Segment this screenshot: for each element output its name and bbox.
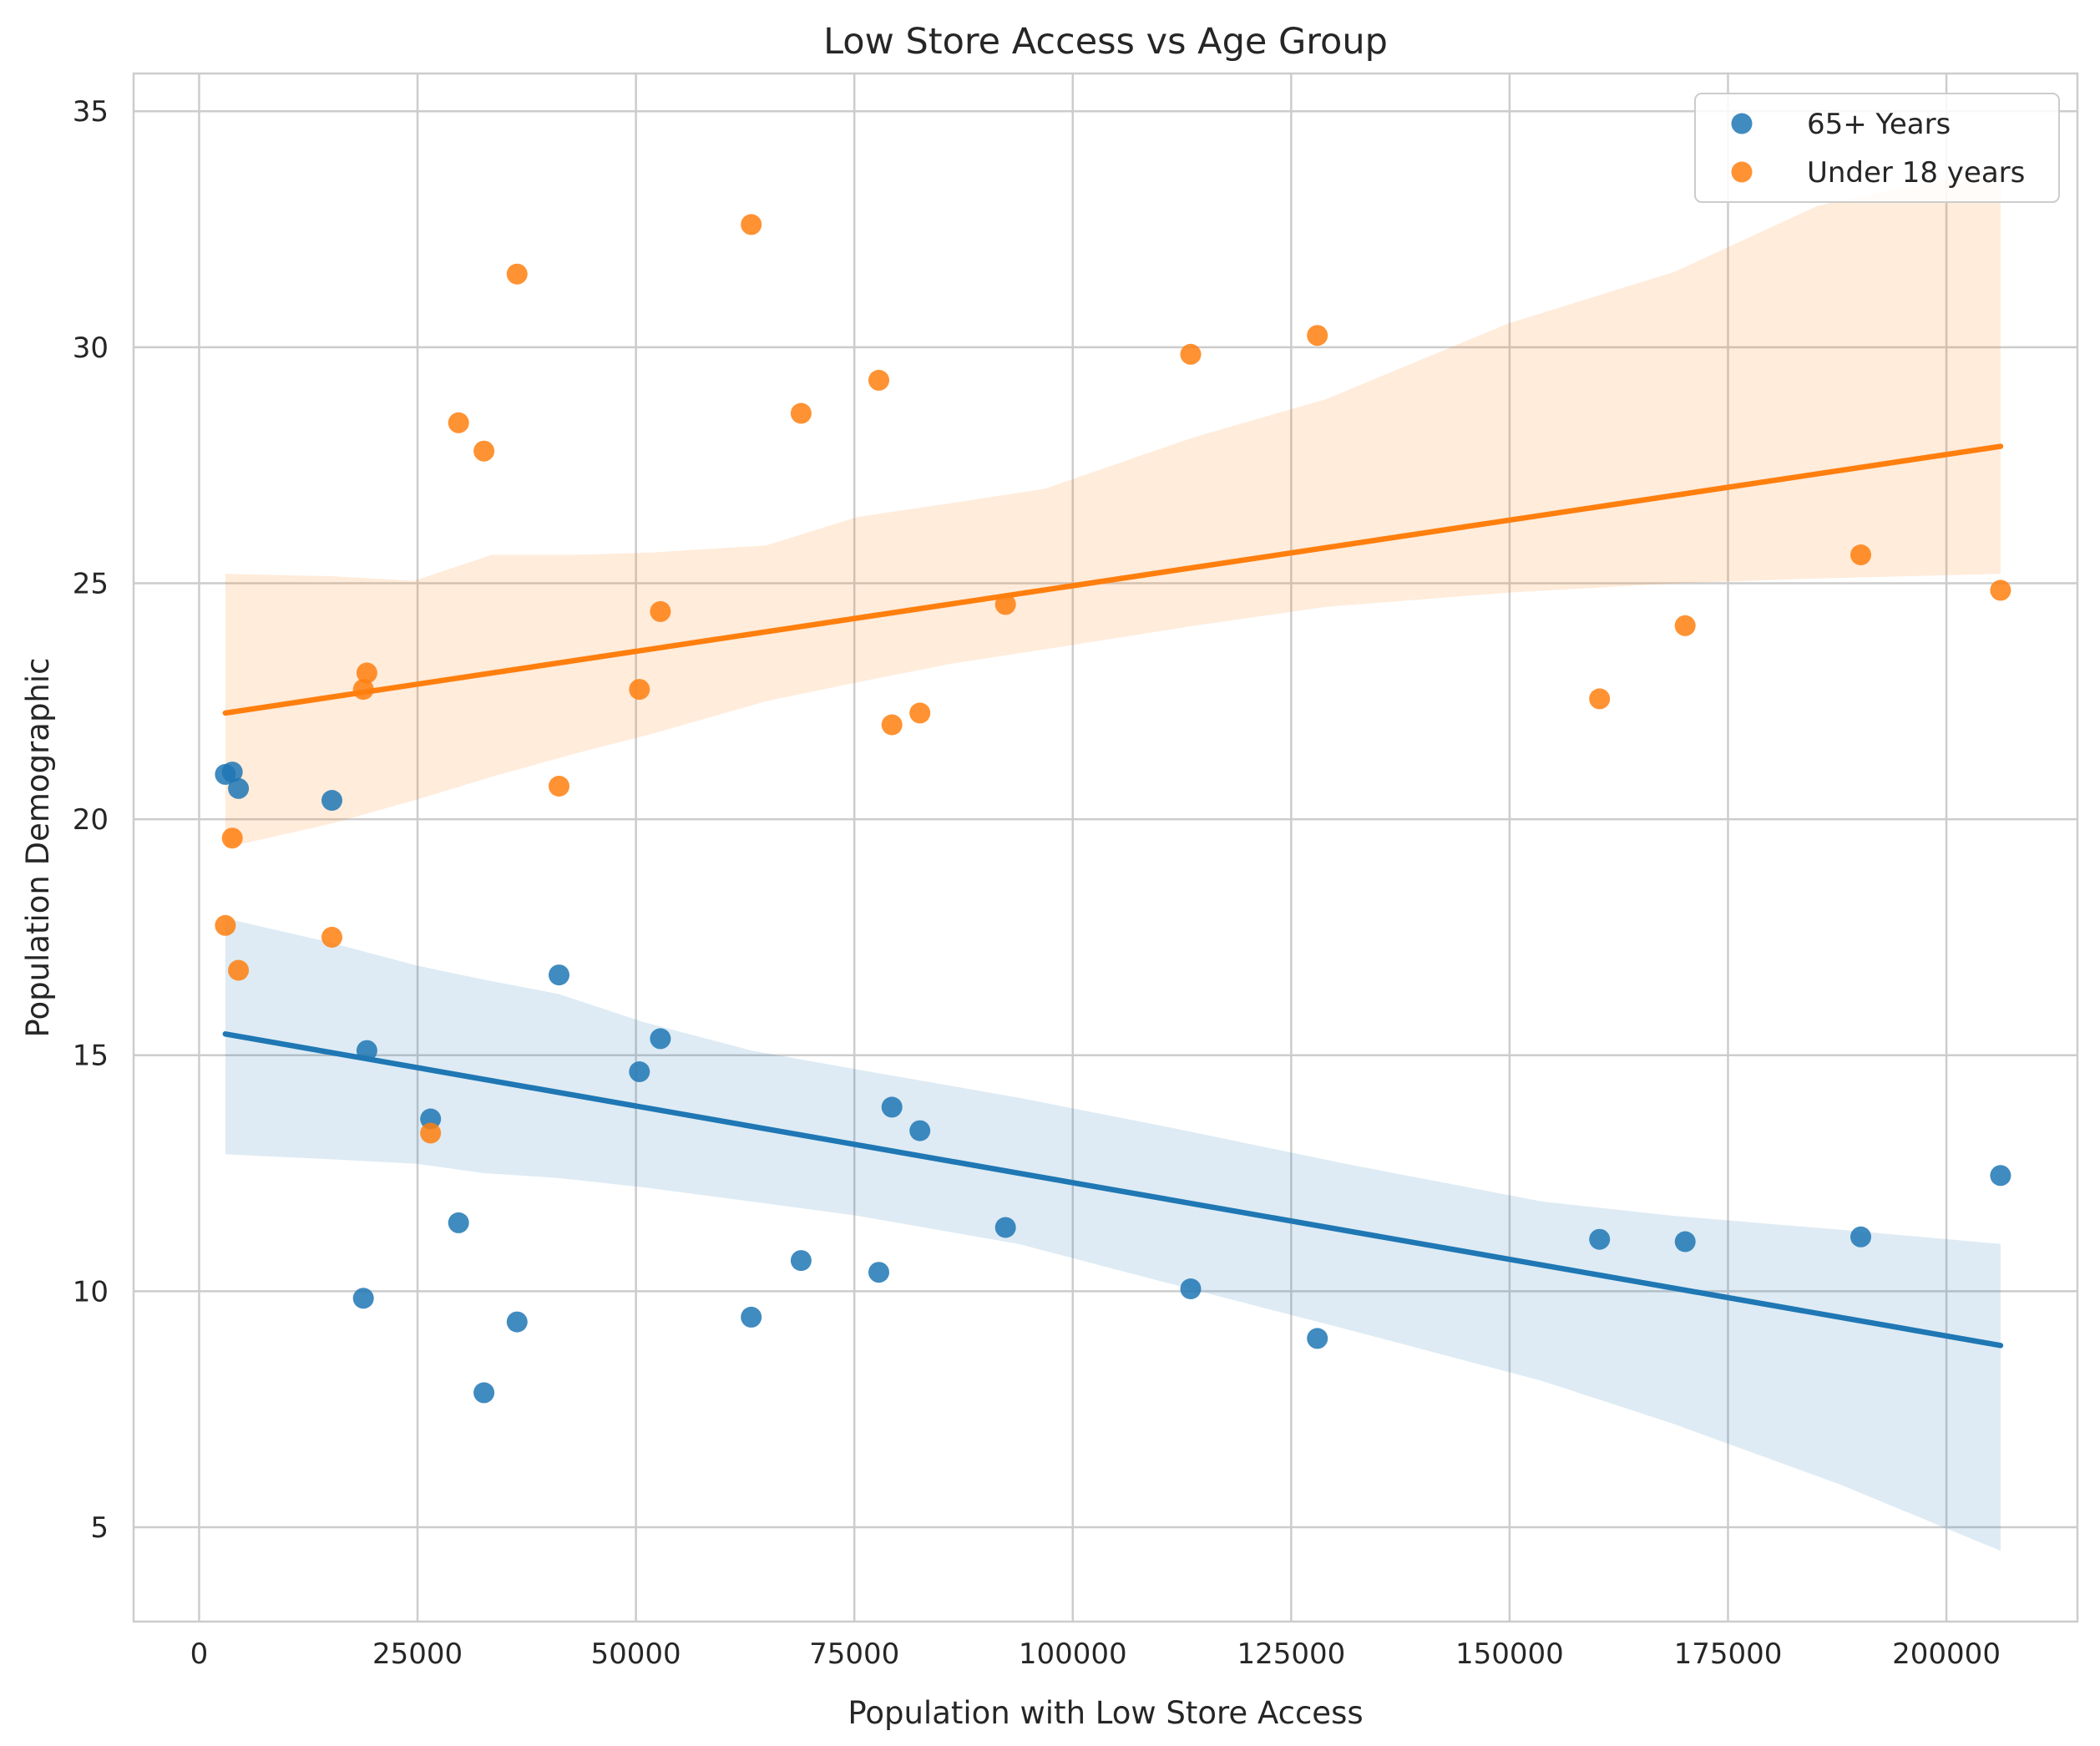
point-under-18-years <box>1674 615 1696 636</box>
point-65-years <box>221 762 243 783</box>
point-65-years <box>741 1306 762 1328</box>
y-tick-label: 25 <box>73 567 109 600</box>
y-axis-label: Population Demographic <box>20 657 56 1037</box>
point-65-years <box>1674 1231 1696 1253</box>
point-under-18-years <box>881 714 903 736</box>
legend-label-under-18-years: Under 18 years <box>1807 156 2025 190</box>
point-65-years <box>868 1262 889 1283</box>
point-under-18-years <box>741 214 762 235</box>
point-under-18-years <box>420 1122 442 1144</box>
point-65-years <box>1990 1165 2011 1187</box>
y-tick-labels: 5 10 15 20 25 30 35 <box>73 95 109 1545</box>
legend: 65+ Years Under 18 years <box>1694 93 2060 203</box>
point-under-18-years <box>549 776 569 797</box>
point-under-18-years <box>1307 325 1328 347</box>
x-tick-label: 100000 <box>1019 1637 1127 1671</box>
x-tick-label: 175000 <box>1674 1637 1783 1671</box>
point-under-18-years <box>473 440 495 462</box>
point-65-years <box>790 1250 812 1272</box>
confidence-band-65-years <box>225 918 2001 1551</box>
point-under-18-years <box>221 827 243 849</box>
point-65-years <box>352 1288 374 1309</box>
point-65-years <box>909 1120 931 1141</box>
regression-line-65-years <box>222 1031 2004 1349</box>
x-tick-label: 200000 <box>1892 1637 2001 1671</box>
point-under-18-years <box>868 369 889 391</box>
y-tick-label: 35 <box>73 95 109 129</box>
chart-title: Low Store Access vs Age Group <box>823 21 1388 63</box>
point-under-18-years <box>228 959 250 981</box>
legend-label-65-years: 65+ Years <box>1807 108 1951 141</box>
legend-marker-65-years <box>1731 113 1753 134</box>
point-65-years <box>448 1212 469 1233</box>
point-under-18-years <box>506 263 528 285</box>
point-65-years <box>1180 1278 1202 1299</box>
point-under-18-years <box>650 600 671 622</box>
point-under-18-years <box>909 702 931 724</box>
x-tick-labels: 0 25000 50000 75000 100000 125000 150000 175000… <box>190 1637 2001 1671</box>
point-65-years <box>994 1217 1016 1238</box>
x-tick-label: 25000 <box>372 1637 463 1671</box>
regression-lines <box>222 443 2004 1349</box>
point-under-18-years <box>1180 343 1202 365</box>
y-tick-label: 15 <box>73 1040 109 1073</box>
x-tick-label: 50000 <box>591 1637 681 1671</box>
x-tick-label: 75000 <box>809 1637 899 1671</box>
point-65-years <box>881 1096 903 1118</box>
y-tick-label: 5 <box>90 1511 109 1545</box>
y-tick-label: 10 <box>73 1275 109 1308</box>
confidence-bands <box>225 168 2001 1551</box>
point-under-18-years <box>1589 688 1611 710</box>
point-65-years <box>549 964 569 986</box>
point-65-years <box>506 1311 528 1333</box>
legend-box <box>1694 93 2060 203</box>
x-tick-label: 150000 <box>1455 1637 1564 1671</box>
point-65-years <box>473 1382 495 1404</box>
y-tick-label: 30 <box>73 331 109 365</box>
point-65-years <box>1850 1226 1871 1248</box>
point-under-18-years <box>1850 544 1871 565</box>
point-under-18-years <box>790 402 812 424</box>
point-under-18-years <box>321 926 342 948</box>
regression-line-under-18-years <box>222 443 2004 716</box>
point-65-years <box>228 777 250 799</box>
confidence-band-under-18-years <box>225 168 2001 848</box>
scatter-points <box>215 214 2011 1404</box>
point-65-years <box>629 1061 650 1082</box>
point-65-years <box>650 1028 671 1050</box>
x-tick-label: 0 <box>190 1637 209 1671</box>
point-under-18-years <box>215 914 236 936</box>
point-under-18-years <box>356 662 377 684</box>
point-under-18-years <box>448 412 469 433</box>
x-tick-label: 125000 <box>1237 1637 1345 1671</box>
point-65-years <box>321 790 342 811</box>
y-tick-label: 20 <box>73 803 109 837</box>
legend-marker-under-18-years <box>1731 161 1753 183</box>
point-under-18-years <box>1990 579 2011 601</box>
plot-frame <box>132 72 2079 1623</box>
point-65-years <box>1307 1328 1328 1349</box>
x-axis-label: Population with Low Store Access <box>848 1695 1363 1731</box>
point-under-18-years <box>629 679 650 701</box>
point-65-years <box>1589 1228 1611 1250</box>
